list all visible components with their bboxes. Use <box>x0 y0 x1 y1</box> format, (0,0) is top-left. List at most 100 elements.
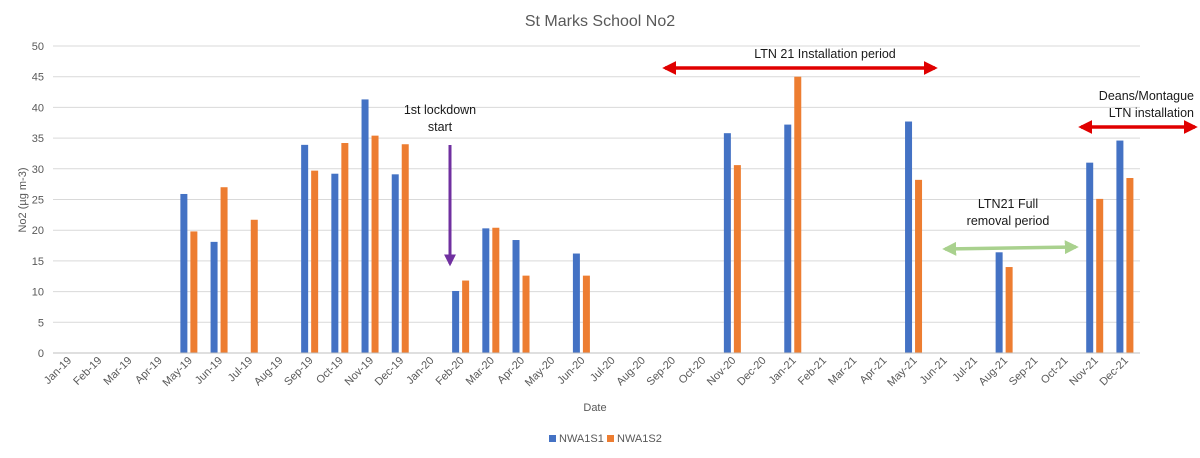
bar-nwa1s2-aug-21 <box>1005 267 1013 353</box>
ltn21-removal-arrow <box>942 240 1079 256</box>
bar-nwa1s1-dec-21 <box>1116 140 1124 353</box>
x-tick-label: Jun-20 <box>555 355 587 387</box>
x-tick-label: Apr-19 <box>133 355 165 387</box>
annotation-deans-install-line2: LTN installation <box>1109 106 1194 120</box>
y-tick-label: 0 <box>38 348 44 360</box>
y-tick-label: 10 <box>32 287 44 299</box>
annotation-deans-install: Deans/Montague LTN installation <box>1078 89 1198 134</box>
bar-nwa1s1-nov-20 <box>723 133 731 353</box>
bar-nwa1s1-sep-19 <box>301 144 309 353</box>
bar-nwa1s1-mar-20 <box>482 228 490 353</box>
bar-nwa1s2-nov-20 <box>733 165 741 353</box>
legend-swatch-nwa1s2 <box>607 435 614 442</box>
x-tick-label: Nov-20 <box>705 355 739 389</box>
bar-nwa1s1-jun-20 <box>572 253 580 353</box>
bar-nwa1s2-feb-20 <box>462 280 470 353</box>
legend-swatch-nwa1s1 <box>549 435 556 442</box>
x-tick-label: Aug-21 <box>977 355 1011 389</box>
y-tick-labels: 0 5 10 15 20 25 30 35 40 45 50 <box>32 41 44 360</box>
bar-nwa1s2-apr-20 <box>522 275 530 353</box>
annotation-ltn21-removal-line2: removal period <box>967 214 1050 228</box>
bar-nwa1s2-may-21 <box>915 179 923 353</box>
legend: NWA1S1 NWA1S2 <box>549 433 662 445</box>
x-tick-label: Feb-19 <box>71 355 104 388</box>
x-tick-label: Nov-21 <box>1067 355 1101 389</box>
x-tick-label: Oct-19 <box>314 355 346 387</box>
x-tick-label: Feb-20 <box>434 355 467 388</box>
y-tick-label: 30 <box>32 164 44 176</box>
bar-nwa1s1-may-21 <box>905 121 913 353</box>
bar-nwa1s2-jul-19 <box>250 219 258 353</box>
bar-nwa1s1-jan-21 <box>784 124 792 353</box>
x-tick-label: May-21 <box>885 355 919 389</box>
x-tick-label: Sep-21 <box>1007 355 1041 389</box>
bar-nwa1s2-oct-19 <box>341 143 349 353</box>
y-tick-label: 20 <box>32 225 44 237</box>
y-tick-label: 25 <box>32 195 44 207</box>
x-tick-label: Aug-20 <box>614 355 648 389</box>
y-tick-label: 45 <box>32 72 44 84</box>
x-tick-label: Sep-19 <box>282 355 316 389</box>
y-tick-label: 50 <box>32 41 44 53</box>
y-axis-title: No2 (µg m-3) <box>17 167 29 232</box>
x-tick-label: Jan-19 <box>42 355 74 387</box>
x-tick-label: Nov-19 <box>343 355 377 389</box>
bar-nwa1s2-may-19 <box>190 231 198 353</box>
x-tick-label: Oct-20 <box>676 355 708 387</box>
y-tick-label: 35 <box>32 133 44 145</box>
bar-nwa1s2-nov-21 <box>1096 198 1104 353</box>
x-tick-label: Mar-19 <box>101 355 134 388</box>
x-tick-label: Apr-20 <box>495 355 527 387</box>
bar-nwa1s2-jun-20 <box>582 275 590 353</box>
bar-nwa1s2-sep-19 <box>311 170 319 353</box>
x-tick-label: Dec-21 <box>1097 355 1131 389</box>
bar-nwa1s2-mar-20 <box>492 227 500 353</box>
annotation-ltn21-removal-line1: LTN21 Full <box>978 197 1038 211</box>
x-tick-label: Jun-19 <box>193 355 225 387</box>
bar-nwa1s1-jun-19 <box>210 241 218 353</box>
x-tick-label: Feb-21 <box>796 355 829 388</box>
x-tick-label: Jun-21 <box>918 355 950 387</box>
bar-nwa1s1-apr-20 <box>512 240 520 353</box>
annotation-deans-install-line1: Deans/Montague <box>1099 89 1194 103</box>
legend-label-nwa1s2: NWA1S2 <box>617 433 662 445</box>
y-tick-label: 5 <box>38 317 44 329</box>
bar-nwa1s2-nov-19 <box>371 135 379 353</box>
bar-nwa1s1-aug-21 <box>995 252 1003 353</box>
x-tick-label: Jan-20 <box>404 355 436 387</box>
x-tick-label: Apr-21 <box>858 355 890 387</box>
y-tick-label: 15 <box>32 256 44 268</box>
x-axis-title: Date <box>583 402 606 414</box>
bars <box>180 76 1134 353</box>
x-tick-label: Mar-21 <box>826 355 859 388</box>
x-tick-label: Jan-21 <box>767 355 799 387</box>
bar-nwa1s1-nov-21 <box>1086 162 1094 353</box>
annotation-ltn21-removal: LTN21 Full removal period <box>942 197 1079 256</box>
x-tick-label: May-20 <box>523 355 557 389</box>
x-tick-label: Aug-19 <box>252 355 286 389</box>
bar-nwa1s1-feb-20 <box>452 290 460 353</box>
bar-nwa1s1-oct-19 <box>331 173 339 353</box>
bar-nwa1s2-dec-19 <box>401 144 409 353</box>
gridlines <box>53 45 1140 323</box>
annotation-lockdown-line1: 1st lockdown <box>404 103 476 117</box>
legend-label-nwa1s1: NWA1S1 <box>559 433 604 445</box>
annotation-ltn21-install: LTN 21 Installation period <box>662 47 938 75</box>
annotation-ltn21-install-label: LTN 21 Installation period <box>754 47 896 61</box>
x-tick-label: Dec-19 <box>373 355 407 389</box>
x-tick-label: Mar-20 <box>464 355 497 388</box>
x-tick-label: Dec-20 <box>735 355 769 389</box>
bar-nwa1s1-dec-19 <box>391 174 399 353</box>
annotation-lockdown: 1st lockdown start <box>404 103 476 267</box>
y-tick-label: 40 <box>32 102 44 114</box>
x-tick-label: Sep-20 <box>645 355 679 389</box>
bar-nwa1s1-may-19 <box>180 193 188 353</box>
bar-nwa1s1-nov-19 <box>361 99 369 353</box>
x-tick-label: Oct-21 <box>1039 355 1071 387</box>
annotation-lockdown-line2: start <box>428 120 453 134</box>
x-tick-label: May-19 <box>161 355 195 389</box>
bar-nwa1s2-dec-21 <box>1126 178 1134 353</box>
bar-nwa1s2-jan-21 <box>794 76 802 353</box>
